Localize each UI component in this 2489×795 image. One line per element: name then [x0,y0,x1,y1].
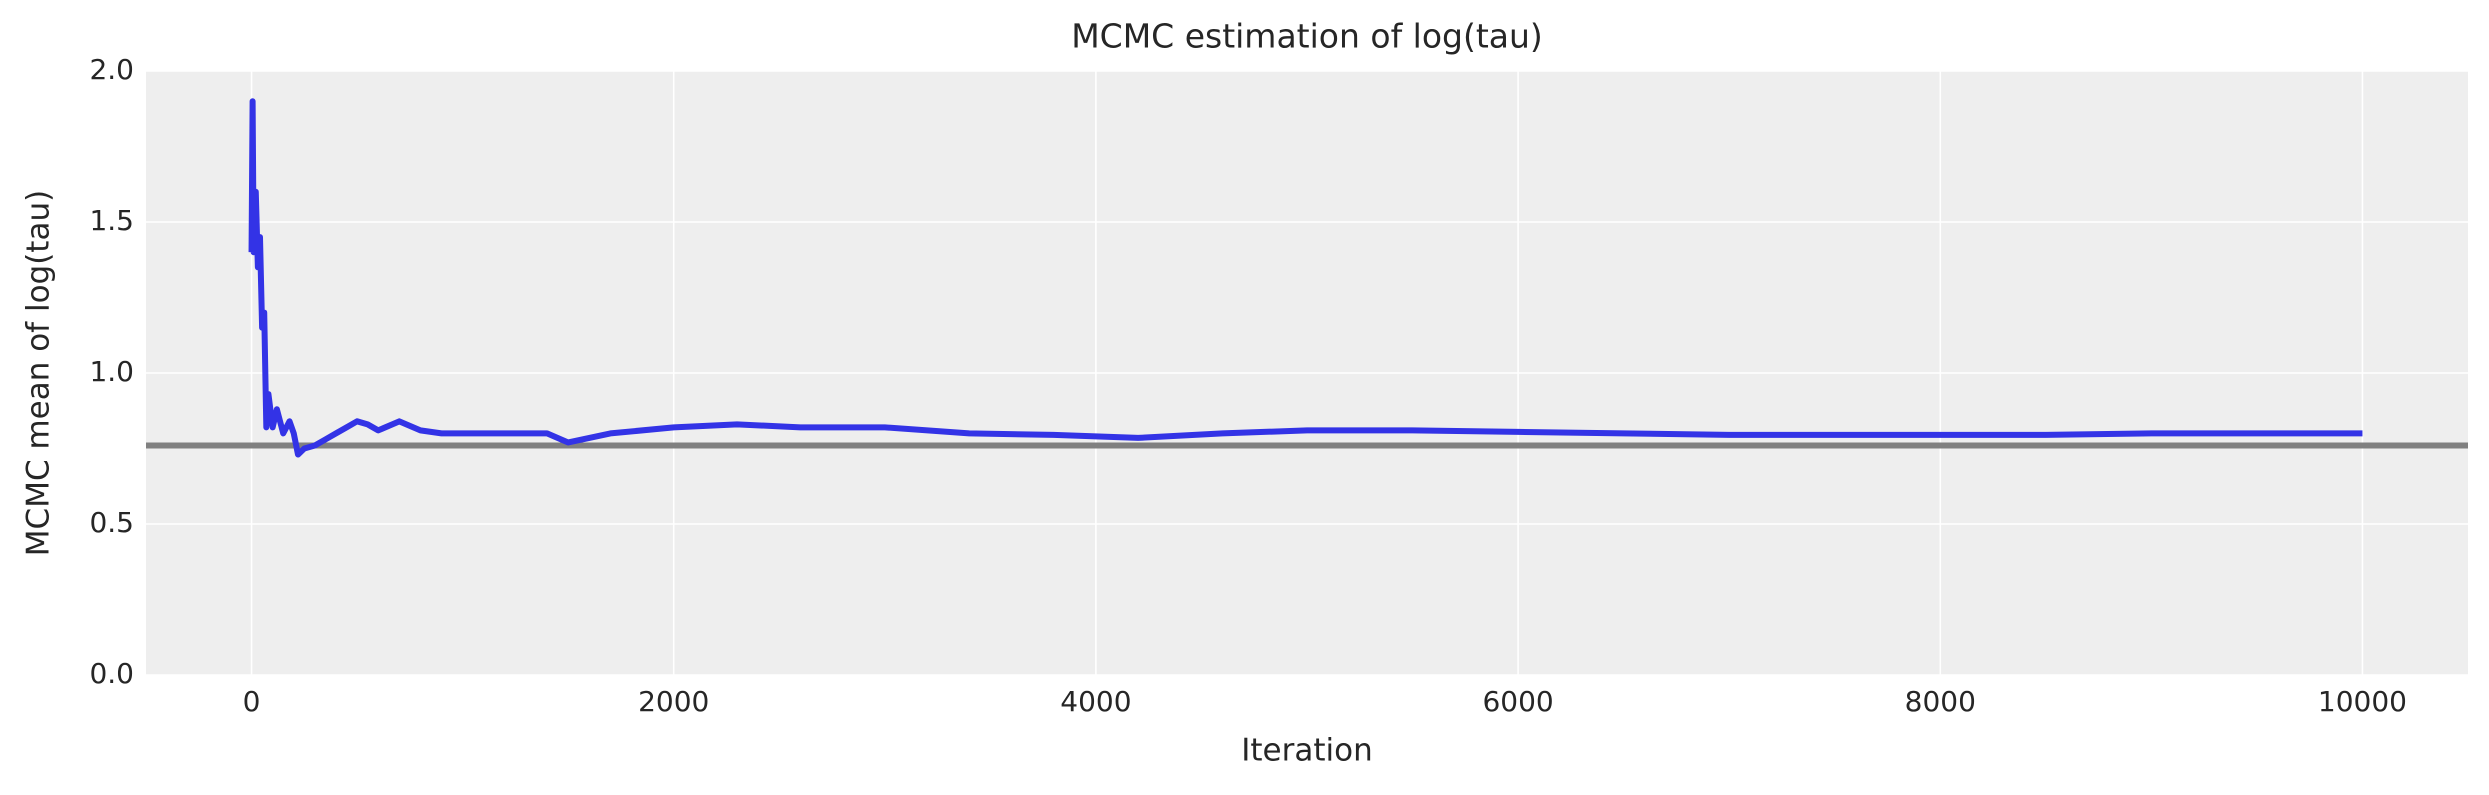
x-axis-label: Iteration [1241,733,1373,769]
y-tick-label: 1.5 [89,204,134,237]
x-tick-label: 6000 [1482,685,1553,718]
x-tick-label: 2000 [638,685,709,718]
x-tick-label: 4000 [1060,685,1131,718]
y-axis-label: MCMC mean of log(tau) [21,190,57,556]
x-tick-label: 10000 [2318,685,2407,718]
y-tick-label: 1.0 [89,355,134,388]
x-tick-label: 8000 [1905,685,1976,718]
y-tick-label: 0.0 [89,657,134,690]
y-tick-label: 0.5 [89,506,134,539]
chart-title: MCMC estimation of log(tau) [1071,17,1543,56]
data-line [248,98,2363,458]
y-tick-label: 2.0 [89,53,134,86]
x-tick-label: 0 [243,685,261,718]
